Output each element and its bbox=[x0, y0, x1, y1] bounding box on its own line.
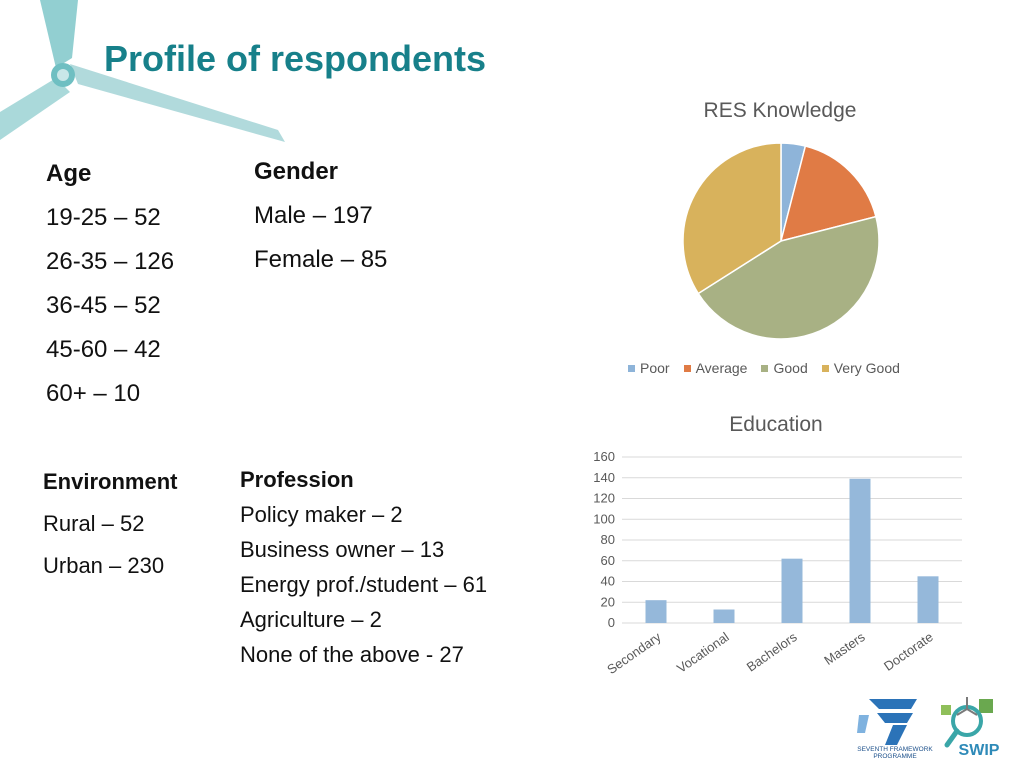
fp7-logo-text: SEVENTH FRAMEWORK bbox=[857, 746, 933, 753]
legend-swatch-average bbox=[684, 365, 691, 372]
bar-chart-title: Education bbox=[676, 413, 876, 437]
environment-section: Environment Rural – 52 Urban – 230 bbox=[43, 469, 177, 595]
gender-item: Male – 197 bbox=[254, 202, 387, 246]
swip-logo-text: SWIP bbox=[959, 742, 1000, 759]
education-bar-chart: 0 20 40 60 80 100 120 140 160 Secondary Vocational… bbox=[570, 445, 980, 705]
fp7-logo-text: PROGRAMME bbox=[873, 753, 917, 760]
x-tick-label: Secondary bbox=[604, 629, 664, 677]
legend-item-very-good: Very Good bbox=[822, 360, 900, 376]
y-tick-label: 80 bbox=[601, 532, 615, 547]
profession-item: Agriculture – 2 bbox=[240, 607, 487, 642]
profession-heading: Profession bbox=[240, 467, 487, 502]
x-tick-label: Masters bbox=[821, 629, 868, 668]
y-tick-label: 120 bbox=[593, 491, 615, 506]
legend-swatch-very-good bbox=[822, 365, 829, 372]
legend-label: Very Good bbox=[834, 360, 900, 376]
age-item: 19-25 – 52 bbox=[46, 204, 174, 248]
x-tick-label: Doctorate bbox=[881, 629, 936, 674]
y-tick-label: 140 bbox=[593, 470, 615, 485]
y-tick-label: 160 bbox=[593, 449, 615, 464]
swip-logo: SWIP bbox=[935, 693, 1011, 761]
y-tick-label: 100 bbox=[593, 511, 615, 526]
legend-item-poor: Poor bbox=[628, 360, 670, 376]
y-tick-label: 40 bbox=[601, 574, 615, 589]
profession-section: Profession Policy maker – 2 Business own… bbox=[240, 467, 487, 677]
pie-chart-title: RES Knowledge bbox=[680, 99, 880, 123]
bar-bachelors bbox=[782, 559, 803, 623]
legend-label: Good bbox=[773, 360, 807, 376]
y-tick-label: 60 bbox=[601, 553, 615, 568]
page-title: Profile of respondents bbox=[104, 38, 486, 80]
environment-item: Rural – 52 bbox=[43, 511, 177, 553]
gender-heading: Gender bbox=[254, 158, 387, 202]
profession-item: None of the above - 27 bbox=[240, 642, 487, 677]
legend-label: Average bbox=[696, 360, 748, 376]
profession-item: Policy maker – 2 bbox=[240, 502, 487, 537]
pie-legend: Poor Average Good Very Good bbox=[628, 360, 900, 376]
profession-item: Business owner – 13 bbox=[240, 537, 487, 572]
age-item: 26-35 – 126 bbox=[46, 248, 174, 292]
age-heading: Age bbox=[46, 160, 174, 204]
y-tick-label: 20 bbox=[601, 594, 615, 609]
bar-secondary bbox=[646, 600, 667, 623]
legend-swatch-good bbox=[761, 365, 768, 372]
gender-section: Gender Male – 197 Female – 85 bbox=[254, 158, 387, 290]
environment-item: Urban – 230 bbox=[43, 553, 177, 595]
age-item: 45-60 – 42 bbox=[46, 336, 174, 380]
x-tick-label: Bachelors bbox=[744, 629, 800, 675]
res-knowledge-pie-chart bbox=[670, 130, 892, 352]
profession-item: Energy prof./student – 61 bbox=[240, 572, 487, 607]
environment-heading: Environment bbox=[43, 469, 177, 511]
legend-item-average: Average bbox=[684, 360, 748, 376]
age-item: 60+ – 10 bbox=[46, 380, 174, 424]
fp7-logo: SEVENTH FRAMEWORK PROGRAMME bbox=[855, 693, 935, 761]
y-tick-label: 0 bbox=[608, 615, 615, 630]
bar-vocational bbox=[714, 610, 735, 623]
bar-masters bbox=[850, 479, 871, 623]
wind-turbine-decoration bbox=[0, 0, 300, 160]
legend-swatch-poor bbox=[628, 365, 635, 372]
x-tick-label: Vocational bbox=[674, 629, 732, 676]
gender-item: Female – 85 bbox=[254, 246, 387, 290]
age-item: 36-45 – 52 bbox=[46, 292, 174, 336]
legend-label: Poor bbox=[640, 360, 670, 376]
legend-item-good: Good bbox=[761, 360, 807, 376]
bar-doctorate bbox=[918, 576, 939, 623]
age-section: Age 19-25 – 52 26-35 – 126 36-45 – 52 45… bbox=[46, 160, 174, 424]
